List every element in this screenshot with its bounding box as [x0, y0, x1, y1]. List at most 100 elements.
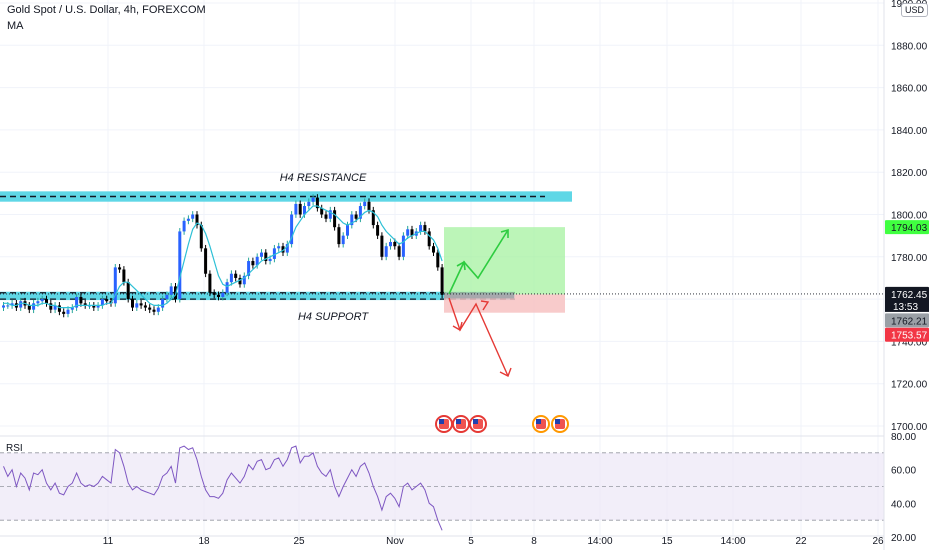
- candle-body: [27, 305, 31, 310]
- entry-band: [444, 292, 514, 299]
- candle-body: [389, 241, 392, 247]
- price-tick-label: 1860.00: [891, 84, 928, 95]
- target-price-tag: 1794.03: [891, 223, 928, 234]
- candle-body: [268, 258, 272, 262]
- candle-body: [62, 311, 66, 314]
- candle-body: [406, 229, 410, 236]
- candle-body: [148, 307, 152, 310]
- candle-body: [161, 299, 165, 308]
- candle-body: [126, 282, 130, 300]
- candle-body: [186, 218, 190, 221]
- stop-price-tag-bg: [885, 327, 929, 342]
- flag-canton: [456, 419, 461, 424]
- candle-body: [350, 214, 354, 226]
- candle-body: [315, 197, 319, 209]
- candle-body: [75, 296, 79, 308]
- candle-body: [346, 225, 349, 236]
- candle-body: [320, 208, 324, 215]
- candle-body: [156, 307, 160, 312]
- candle-body: [66, 309, 70, 314]
- candle-body: [40, 299, 44, 302]
- arrow-head: [456, 260, 466, 271]
- countdown-label: 13:53: [893, 302, 918, 313]
- time-tick-label: 5: [468, 536, 474, 547]
- time-tick-label: Nov: [386, 536, 404, 547]
- time-tick-label: 15: [661, 536, 673, 547]
- candle-body: [423, 225, 427, 232]
- candle-body: [83, 303, 87, 306]
- candle-body: [96, 305, 100, 308]
- candle-body: [36, 301, 40, 304]
- candle-body: [135, 303, 139, 308]
- overlay: H4 RESISTANCE H4 SUPPORT: [280, 172, 569, 433]
- candle-body: [100, 299, 104, 306]
- candle-body: [122, 269, 126, 283]
- symbol-title: Gold Spot / U.S. Dollar, 4h, FOREXCOM: [7, 4, 206, 16]
- candle-body: [264, 252, 268, 262]
- target-price-tag-bg: [885, 220, 929, 235]
- candle-body: [165, 294, 169, 300]
- price-tick-label: 1800.00: [891, 211, 928, 222]
- zones: [0, 191, 884, 313]
- candle-body: [290, 214, 294, 245]
- flag-canton: [555, 419, 560, 424]
- candle-body: [229, 273, 233, 283]
- candle-body: [427, 231, 431, 247]
- candle-body: [277, 246, 281, 249]
- time-tick-label: 26: [872, 536, 884, 547]
- candle-body: [341, 235, 345, 245]
- rsi-line: [3, 445, 443, 531]
- rsi-tick-label: 20.00: [891, 533, 916, 544]
- candle-body: [311, 197, 315, 202]
- candle-body: [380, 235, 384, 257]
- candle-body: [131, 299, 134, 308]
- candle-body: [432, 246, 435, 253]
- candle-body: [393, 241, 397, 247]
- candle-body: [234, 273, 238, 278]
- candle-body: [358, 206, 362, 219]
- current-price-tag: 1762.45: [891, 290, 928, 301]
- candle-body: [139, 303, 143, 306]
- rsi-tick-label: 40.00: [891, 499, 916, 510]
- arrow-head: [452, 321, 463, 332]
- candle-body: [204, 248, 208, 274]
- current-price-tag-bg: [885, 286, 929, 301]
- candle-body: [363, 201, 367, 207]
- arrow-head: [499, 367, 512, 377]
- time-tick-label: 14:00: [587, 536, 612, 547]
- candle-body: [225, 282, 229, 293]
- candle-body: [70, 307, 74, 310]
- time-tick-label: 25: [293, 536, 305, 547]
- currency-button[interactable]: USD: [900, 3, 928, 17]
- candle-body: [251, 261, 255, 266]
- flag-canton: [473, 419, 478, 424]
- bearish-path-arrow: [448, 297, 509, 377]
- support-label: H4 SUPPORT: [298, 311, 369, 323]
- candle-body: [307, 201, 311, 207]
- candle-body: [247, 261, 251, 276]
- candle-body: [105, 299, 109, 302]
- candle-body: [367, 201, 371, 211]
- candle-body: [384, 246, 388, 257]
- candle-body: [169, 286, 173, 295]
- candle-body: [10, 303, 14, 306]
- candle-body: [178, 231, 182, 300]
- candle-body: [419, 225, 423, 232]
- candle-body: [2, 305, 5, 308]
- candle-body: [195, 214, 199, 226]
- time-tick-label: 8: [531, 536, 537, 547]
- price-tick-label: 1720.00: [891, 380, 928, 391]
- candle-body: [118, 267, 122, 270]
- candle-body: [337, 227, 341, 245]
- long-target-box: [444, 227, 565, 295]
- candle-body: [242, 275, 246, 285]
- candle-body: [285, 244, 289, 253]
- flag-canton: [439, 419, 444, 424]
- arrow-head: [480, 300, 490, 311]
- bullish-path-arrow: [448, 229, 509, 295]
- rsi-label: RSI: [6, 443, 23, 454]
- candle-body: [221, 292, 225, 297]
- time-tick-label: 11: [103, 536, 114, 547]
- candle-body: [260, 252, 263, 257]
